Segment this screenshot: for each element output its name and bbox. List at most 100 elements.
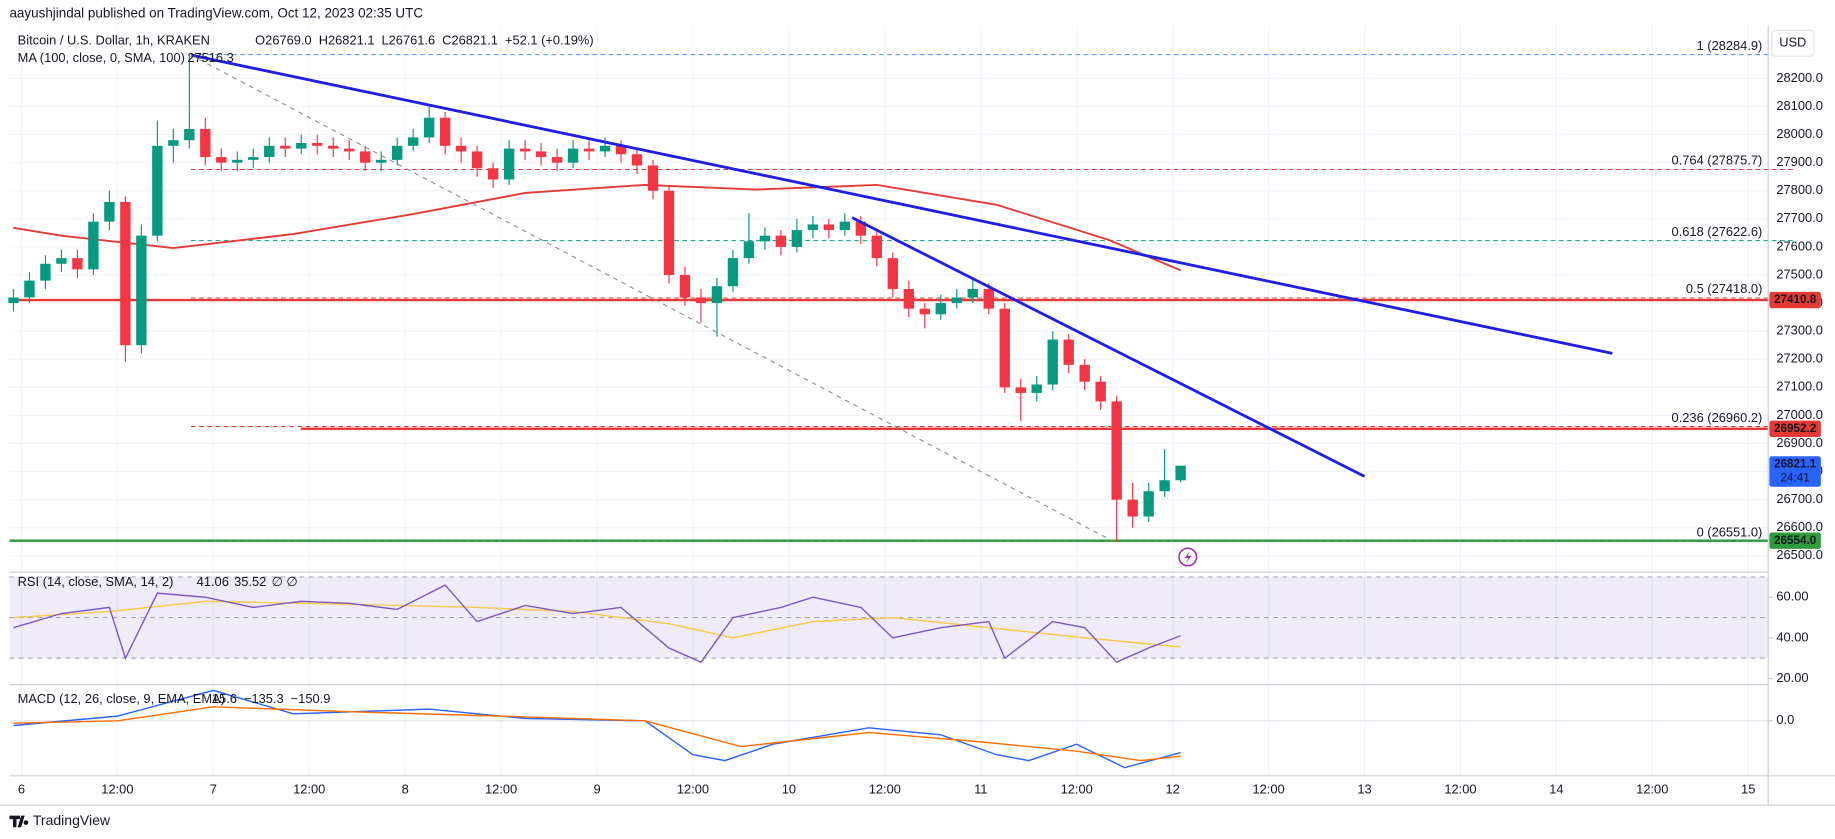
candle-body	[423, 117, 435, 138]
ohlc-value: H26821.1	[319, 32, 375, 47]
candle-body	[599, 145, 611, 152]
rsi-tick-label: 20.00	[1776, 670, 1808, 685]
candle-body	[1127, 499, 1138, 517]
x-tick-label: 12:00	[677, 781, 709, 796]
rsi-value: 41.06	[197, 574, 229, 589]
ma-line	[13, 183, 1182, 272]
y-tick-label: 28000.0	[1776, 126, 1822, 141]
candle-body	[1063, 339, 1074, 365]
candle-body	[1111, 401, 1122, 500]
candle-body	[72, 258, 83, 270]
x-tick-label: 12:00	[293, 781, 325, 796]
candle-body	[1095, 381, 1106, 402]
macd-value: 15.6	[212, 691, 237, 706]
candle-body	[807, 224, 819, 231]
candle-body	[551, 157, 563, 163]
candle-body	[743, 241, 755, 259]
ohlc-value: +52.1 (+0.19%)	[505, 32, 594, 47]
countdown-label: 24:41	[1780, 472, 1809, 485]
candle-body	[1159, 480, 1170, 492]
candle-body	[919, 308, 931, 315]
candle-body	[200, 128, 211, 158]
y-tick-label: 26500.0	[1776, 547, 1822, 562]
candle-body	[759, 235, 771, 242]
event-bolt	[1184, 551, 1192, 563]
candle-body	[983, 289, 994, 309]
x-tick-label: 10	[782, 781, 796, 796]
candle-body	[951, 297, 962, 304]
ma-value: 27516.3	[187, 50, 233, 65]
candle-body	[567, 148, 579, 163]
candle-body	[487, 168, 499, 180]
candle-body	[887, 258, 899, 290]
candle-body	[328, 145, 339, 149]
candle-body	[727, 258, 739, 287]
candle-body	[120, 201, 131, 346]
x-tick-label: 15	[1741, 781, 1755, 796]
rsi-line	[13, 584, 1181, 664]
candle-body	[583, 148, 595, 152]
candle-body	[455, 145, 467, 152]
y-tick-label: 26600.0	[1776, 519, 1822, 534]
candle-body	[535, 151, 547, 158]
candle-body	[871, 235, 883, 259]
candle-body	[663, 190, 675, 275]
candle-body	[647, 165, 659, 191]
y-tick-label: 26700.0	[1776, 491, 1822, 506]
candle-body	[104, 201, 115, 222]
currency-label[interactable]: USD	[1779, 35, 1806, 50]
candle-body	[264, 145, 275, 158]
y-tick-label: 27100.0	[1776, 379, 1822, 394]
y-tick-label: 27300.0	[1776, 323, 1822, 338]
y-tick-label: 28100.0	[1776, 98, 1822, 113]
fib-label: 0 (26551.0)	[1697, 525, 1763, 540]
candle-body	[839, 221, 851, 231]
macd-tick-label: 0.0	[1776, 712, 1794, 727]
brand-logo	[9, 815, 29, 828]
candle-body	[8, 297, 19, 304]
ohlc-value: O26769.0	[255, 32, 312, 47]
candle-body	[152, 145, 163, 236]
axis: USD 6 12:00 7 12:00 8 12:00 9 12:00 10 12:00 11 12:…	[0, 25, 1835, 806]
brand-name: TradingView	[33, 812, 111, 828]
currency-button[interactable]	[1771, 29, 1815, 57]
x-tick-label: 12:00	[869, 781, 901, 796]
fib-label: 0.618 (27622.6)	[1672, 224, 1763, 239]
x-tick-label: 6	[18, 781, 25, 796]
candle-body	[823, 224, 835, 231]
x-tick-label: 12:00	[1061, 781, 1093, 796]
y-tick-label: 28200.0	[1776, 70, 1822, 85]
candle-body	[471, 151, 483, 169]
candle-body	[711, 286, 723, 304]
candle-body	[439, 117, 451, 146]
rsi-ma-line	[13, 600, 1181, 648]
fib-label: 0.5 (27418.0)	[1686, 281, 1763, 296]
candle-body	[344, 148, 355, 152]
ohlc-value: C26821.1	[442, 32, 498, 47]
candle-body	[391, 145, 403, 160]
x-tick-label: 14	[1549, 781, 1563, 796]
candle-body	[935, 303, 946, 315]
candle-body	[999, 308, 1010, 388]
macd-value: −135.3	[244, 691, 284, 706]
candle-body	[615, 145, 627, 155]
x-tick-label: 11	[974, 781, 987, 796]
candle-body	[56, 258, 67, 264]
fib-label: 0.236 (26960.2)	[1672, 410, 1763, 425]
x-tick-label: 12:00	[485, 781, 517, 796]
x-tick-label: 7	[210, 781, 217, 796]
candle-body	[248, 157, 259, 160]
x-tick-label: 8	[402, 781, 409, 796]
ohlc-value: L26761.6	[382, 32, 436, 47]
x-tick-label: 12:00	[1252, 781, 1284, 796]
rsi-extra: ∅ ∅	[272, 574, 298, 589]
y-tick-label: 27800.0	[1776, 182, 1822, 197]
plot: 1 (28284.9) 0.764 (27875.7) 0.618 (27622.6…	[8, 38, 1797, 769]
chart-title: Bitcoin / U.S. Dollar, 1h, KRAKEN	[18, 32, 210, 47]
y-tick-label: 27900.0	[1776, 154, 1822, 169]
candle-body	[903, 289, 915, 309]
legend: aayushjindal published on TradingView.co…	[9, 6, 594, 828]
x-tick-label: 9	[593, 781, 600, 796]
